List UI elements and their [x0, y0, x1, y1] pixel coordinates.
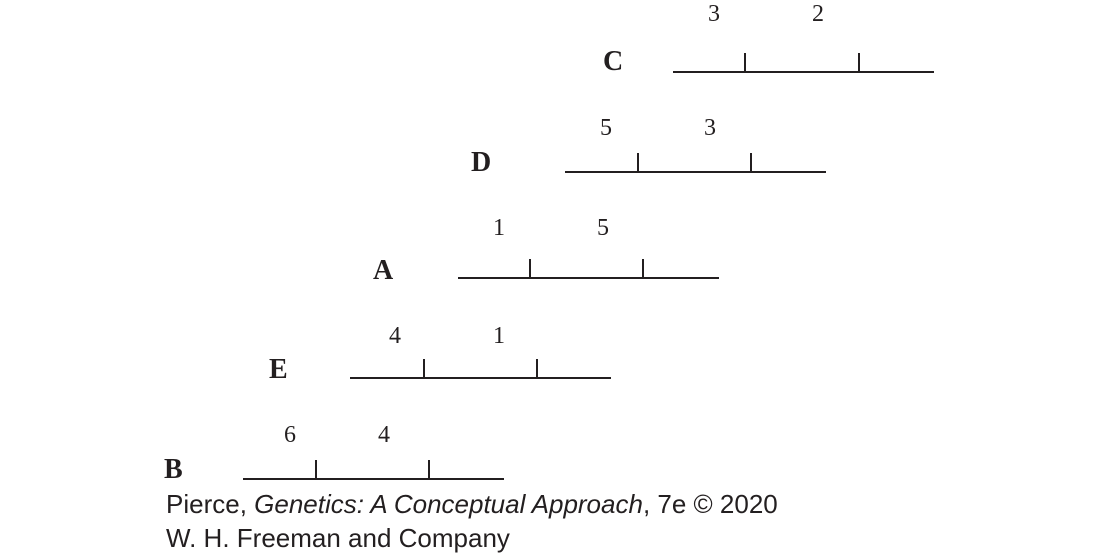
credit-publisher: W. H. Freeman and Company	[166, 523, 510, 553]
gene-tick	[858, 53, 860, 71]
strain-label: D	[471, 147, 492, 178]
gene-marker-label: 3	[704, 115, 716, 141]
chromosome-line	[350, 377, 611, 379]
gene-tick	[428, 460, 430, 478]
gene-tick	[744, 53, 746, 71]
gene-marker-label: 3	[708, 1, 720, 27]
gene-tick	[529, 259, 531, 277]
gene-marker-label: 5	[597, 215, 609, 241]
gene-marker-label: 5	[600, 115, 612, 141]
gene-marker-label: 2	[812, 1, 824, 27]
gene-marker-label: 4	[378, 422, 390, 448]
gene-tick	[315, 460, 317, 478]
figure-credit-line-2: W. H. Freeman and Company	[166, 525, 510, 551]
gene-marker-label: 6	[284, 422, 296, 448]
gene-tick	[750, 153, 752, 171]
gene-tick	[642, 259, 644, 277]
gene-tick	[637, 153, 639, 171]
strain-label: B	[164, 454, 183, 485]
gene-tick	[536, 359, 538, 377]
credit-edition: , 7e © 2020	[642, 489, 778, 519]
figure-credit-line-1: Pierce, Genetics: A Conceptual Approach,…	[166, 491, 778, 517]
gene-tick	[423, 359, 425, 377]
chromosome-line	[673, 71, 934, 73]
gene-marker-label: 4	[389, 323, 401, 349]
gene-marker-label: 1	[493, 215, 505, 241]
chromosome-line	[243, 478, 504, 480]
credit-book-title: Genetics: A Conceptual Approach	[254, 489, 643, 519]
strain-label: A	[373, 255, 394, 286]
credit-author: Pierce,	[166, 489, 255, 519]
gene-marker-label: 1	[493, 323, 505, 349]
strain-label: C	[603, 46, 624, 77]
strain-label: E	[269, 354, 288, 385]
chromosome-line	[458, 277, 719, 279]
chromosome-line	[565, 171, 826, 173]
